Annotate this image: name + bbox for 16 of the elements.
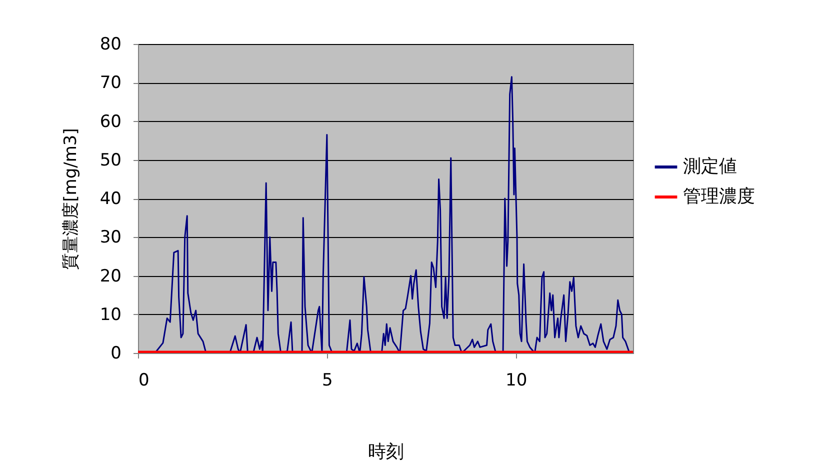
x-axis-title: 時刻 — [368, 442, 404, 462]
legend-label: 測定値 — [683, 156, 737, 177]
x-tick-label: 0 — [138, 370, 150, 390]
y-tick-label: 70 — [100, 73, 122, 94]
y-tick-label: 60 — [100, 112, 122, 132]
y-tick-label: 80 — [100, 34, 122, 54]
y-tick-label: 30 — [100, 228, 122, 248]
y-tick-label: 50 — [100, 150, 122, 170]
y-tick-label: 10 — [100, 304, 122, 325]
x-tick-label: 5 — [322, 370, 333, 390]
x-tick-label: 10 — [506, 370, 528, 390]
y-axis-title: 質量濃度[mg/m3] — [60, 128, 81, 270]
y-tick-label: 20 — [100, 266, 122, 286]
y-tick-label: 0 — [110, 344, 122, 364]
y-tick-label: 40 — [100, 189, 122, 209]
legend-label: 管理濃度 — [683, 186, 755, 207]
